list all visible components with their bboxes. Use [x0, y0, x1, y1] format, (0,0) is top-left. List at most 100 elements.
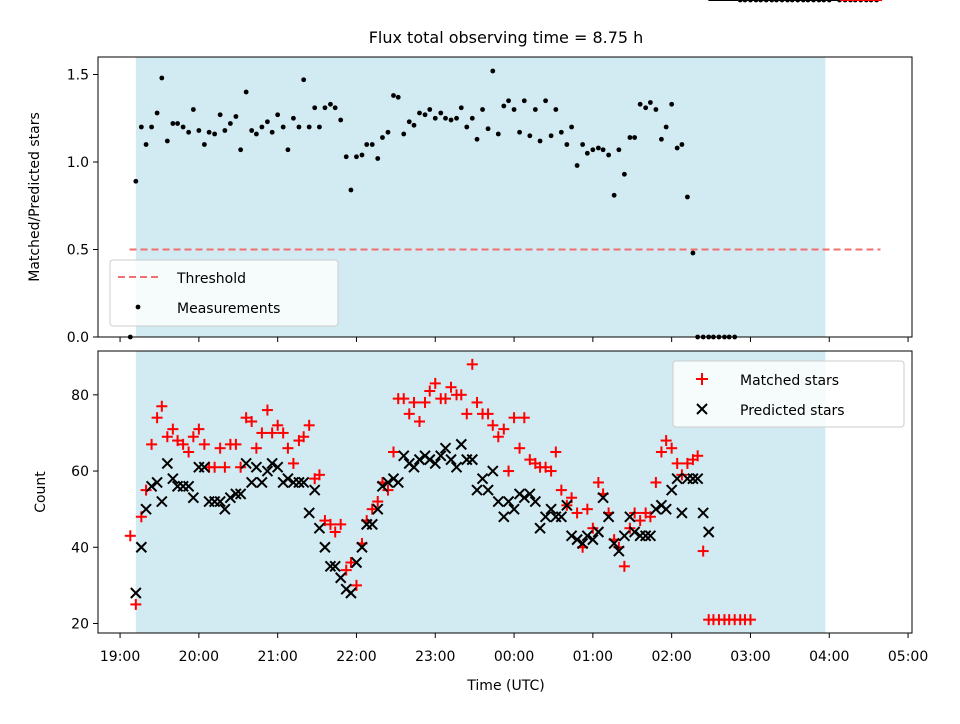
measurement-point: [253, 131, 259, 137]
predicted-star-point: [382, 476, 394, 489]
x-tick-label: 22:00: [336, 649, 376, 665]
matched-star-point: [319, 515, 331, 527]
measurement-point: [627, 135, 633, 140]
matched-star-point: [350, 579, 362, 591]
matched-star-point: [445, 381, 457, 393]
predicted-star-point: [319, 541, 331, 553]
measurement-point: [669, 101, 675, 107]
predicted-star-point: [687, 472, 699, 485]
matched-star-point: [193, 423, 205, 435]
measurement-point: [458, 105, 464, 111]
matched-star-point: [219, 461, 231, 473]
measurement-point: [422, 112, 428, 118]
measurement-point: [138, 124, 144, 130]
measurement-point: [674, 145, 680, 151]
matched-star-point: [514, 442, 526, 454]
measurement-point: [380, 135, 385, 140]
measurement-point: [611, 192, 617, 198]
predicted-star-point: [624, 511, 636, 523]
predicted-star-point: [408, 461, 420, 473]
matched-star-point: [592, 476, 604, 488]
measurement-point: [690, 250, 696, 256]
predicted-star-point: [429, 457, 441, 470]
measurement-point: [679, 142, 685, 147]
matched-star-point: [335, 518, 347, 530]
matched-star-point: [471, 396, 483, 408]
bottom-legend-box: [672, 360, 905, 428]
predicted-star-point: [145, 480, 158, 492]
predicted-star-point: [345, 587, 357, 599]
x-tick-label: 20:00: [179, 649, 219, 665]
matched-star-point: [429, 377, 441, 389]
matched-star-point: [345, 557, 357, 568]
measurement-point: [369, 142, 375, 147]
predicted-star-point: [529, 495, 542, 508]
measurement-point: [427, 107, 433, 112]
matched-star-point: [261, 404, 273, 416]
predicted-star-point: [372, 503, 384, 515]
matched-star-point: [172, 435, 184, 447]
measurement-point: [448, 117, 454, 123]
predicted-star-point: [413, 453, 426, 466]
bottom-y-axis-label: Count: [33, 471, 49, 513]
x-tick-label: 05:00: [888, 649, 928, 665]
predicted-star-point: [151, 476, 163, 489]
matched-star-point: [744, 614, 756, 626]
predicted-stars-group: [130, 0, 840, 599]
predicted-star-point: [561, 499, 573, 512]
measurement-point: [511, 107, 517, 112]
measurement-point: [238, 147, 244, 153]
predicted-star-point: [508, 503, 520, 515]
measurement-point: [464, 124, 470, 130]
measurement-point: [301, 77, 307, 83]
measurement-point: [164, 138, 170, 144]
predicted-star-point: [555, 511, 568, 523]
matched-star-point: [571, 507, 583, 519]
predicted-star-point: [487, 465, 499, 477]
predicted-star-point: [702, 526, 715, 538]
matched-star-point: [177, 438, 189, 450]
measurement-point: [685, 194, 690, 200]
x-tick-label: 03:00: [730, 649, 770, 665]
predicted-star-point: [650, 503, 662, 515]
x-tick-label: 21:00: [257, 649, 297, 665]
measurement-point: [212, 131, 218, 137]
measurement-point: [338, 117, 344, 123]
top-y-tick-label: 1.0: [67, 155, 89, 171]
predicted-star-point: [356, 541, 368, 553]
predicted-star-point: [245, 476, 258, 489]
predicted-star-point: [518, 492, 531, 504]
matched-star-point: [644, 511, 656, 523]
measurement-point: [133, 178, 139, 184]
measurement-point: [406, 119, 412, 125]
measurement-point: [495, 131, 501, 137]
predicted-star-point: [471, 484, 483, 496]
bottom-y-tick-label: 80: [71, 388, 89, 404]
predicted-star-point: [198, 461, 211, 473]
x-tick-label: 19:00: [100, 649, 140, 665]
predicted-star-point: [240, 457, 252, 470]
predicted-star-point: [140, 503, 152, 515]
measurement-point: [190, 107, 196, 112]
matched-star-point: [461, 408, 473, 420]
predicted-star-point: [691, 472, 704, 485]
matched-star-point: [250, 442, 262, 454]
predicted-star-point: [660, 503, 672, 515]
matched-star-point: [372, 496, 384, 508]
matched-star-point: [282, 442, 294, 454]
predicted-star-point: [592, 526, 605, 538]
predicted-star-point: [445, 453, 457, 466]
predicted-star-point: [250, 461, 263, 473]
measurement-point: [501, 103, 507, 109]
matched-star-point: [209, 461, 221, 473]
matched-star-point: [487, 419, 499, 431]
matched-star-point: [518, 412, 530, 424]
predicted-star-point: [498, 511, 510, 523]
x-tick-label: 01:00: [573, 649, 613, 665]
measurement-point: [485, 126, 491, 132]
predicted-star-point: [571, 533, 583, 546]
measurement-point: [332, 105, 338, 111]
measurement-point: [359, 152, 365, 158]
predicted-star-point: [608, 537, 620, 550]
measurement-point: [275, 112, 281, 118]
